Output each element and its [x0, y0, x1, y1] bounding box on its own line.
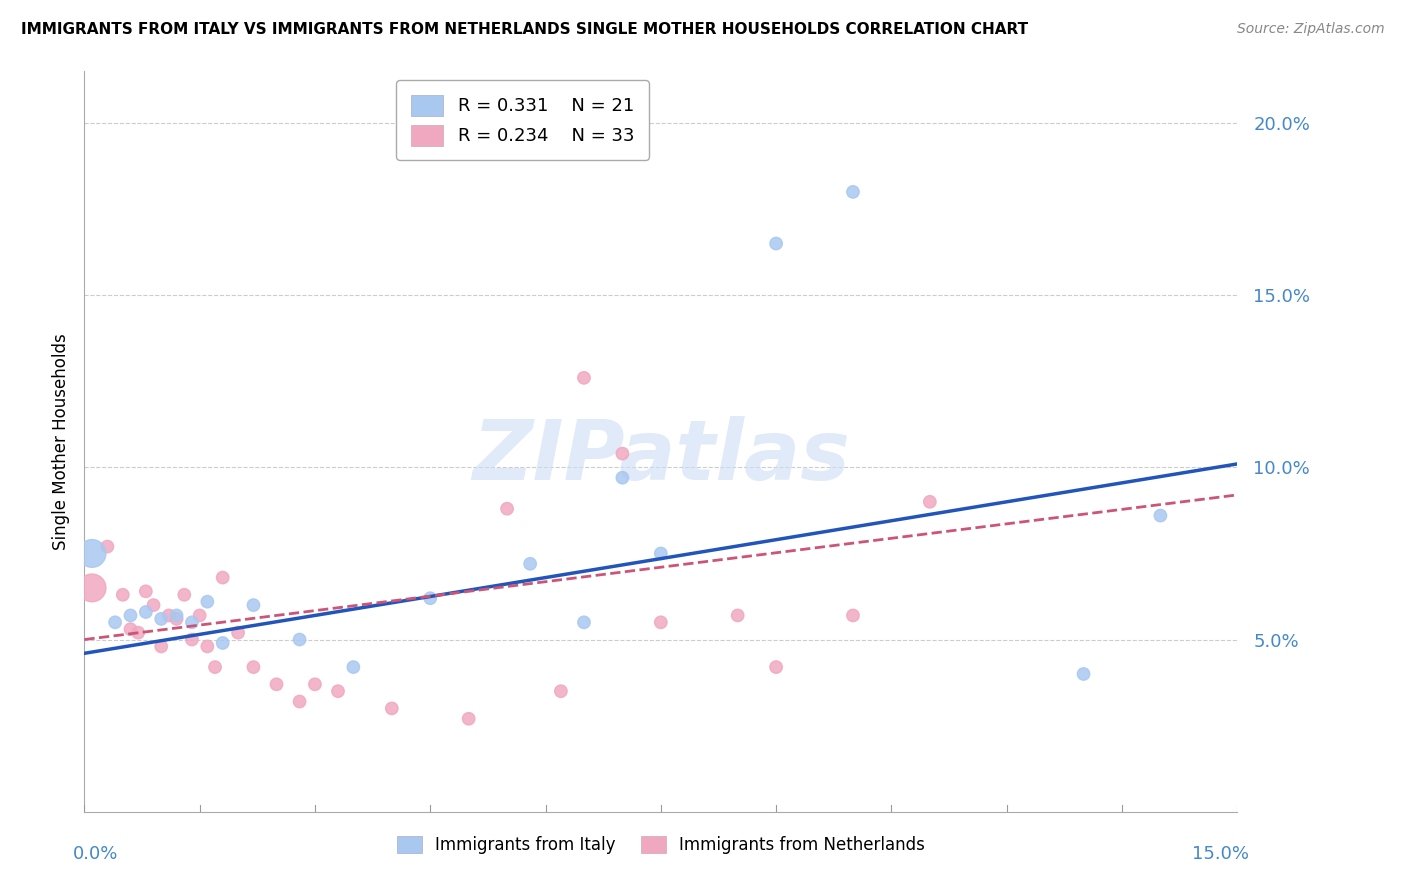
Point: [288, 694, 311, 708]
Point: [1073, 667, 1095, 681]
Point: [173, 588, 195, 602]
Point: [80, 546, 103, 560]
Legend: Immigrants from Italy, Immigrants from Netherlands: Immigrants from Italy, Immigrants from N…: [388, 828, 934, 863]
Point: [765, 236, 787, 251]
Point: [918, 495, 941, 509]
Point: [142, 598, 165, 612]
Point: [457, 712, 479, 726]
Text: 15.0%: 15.0%: [1192, 845, 1249, 863]
Point: [120, 622, 142, 636]
Point: [842, 185, 865, 199]
Point: [650, 546, 672, 560]
Point: [195, 595, 218, 609]
Point: [96, 540, 118, 554]
Text: 0.0%: 0.0%: [73, 845, 118, 863]
Point: [157, 608, 180, 623]
Point: [842, 608, 865, 623]
Point: [242, 598, 264, 612]
Point: [195, 640, 218, 654]
Point: [519, 557, 541, 571]
Point: [765, 660, 787, 674]
Point: [550, 684, 572, 698]
Point: [326, 684, 349, 698]
Text: Source: ZipAtlas.com: Source: ZipAtlas.com: [1237, 22, 1385, 37]
Point: [166, 612, 188, 626]
Point: [288, 632, 311, 647]
Point: [135, 584, 157, 599]
Y-axis label: Single Mother Households: Single Mother Households: [52, 334, 70, 549]
Point: [166, 608, 188, 623]
Point: [104, 615, 127, 630]
Point: [150, 640, 173, 654]
Point: [266, 677, 288, 691]
Point: [80, 581, 103, 595]
Point: [381, 701, 404, 715]
Point: [120, 608, 142, 623]
Text: IMMIGRANTS FROM ITALY VS IMMIGRANTS FROM NETHERLANDS SINGLE MOTHER HOUSEHOLDS CO: IMMIGRANTS FROM ITALY VS IMMIGRANTS FROM…: [21, 22, 1028, 37]
Point: [572, 615, 595, 630]
Point: [727, 608, 749, 623]
Point: [150, 612, 173, 626]
Point: [204, 660, 226, 674]
Point: [181, 632, 204, 647]
Point: [211, 570, 233, 584]
Point: [111, 588, 134, 602]
Point: [242, 660, 264, 674]
Point: [650, 615, 672, 630]
Point: [612, 471, 634, 485]
Point: [188, 608, 211, 623]
Point: [211, 636, 233, 650]
Point: [226, 625, 249, 640]
Point: [496, 501, 519, 516]
Point: [127, 625, 149, 640]
Point: [181, 615, 204, 630]
Point: [135, 605, 157, 619]
Point: [419, 591, 441, 606]
Point: [342, 660, 364, 674]
Point: [612, 447, 634, 461]
Text: ZIPatlas: ZIPatlas: [472, 416, 849, 497]
Point: [1149, 508, 1171, 523]
Point: [304, 677, 326, 691]
Point: [572, 371, 595, 385]
